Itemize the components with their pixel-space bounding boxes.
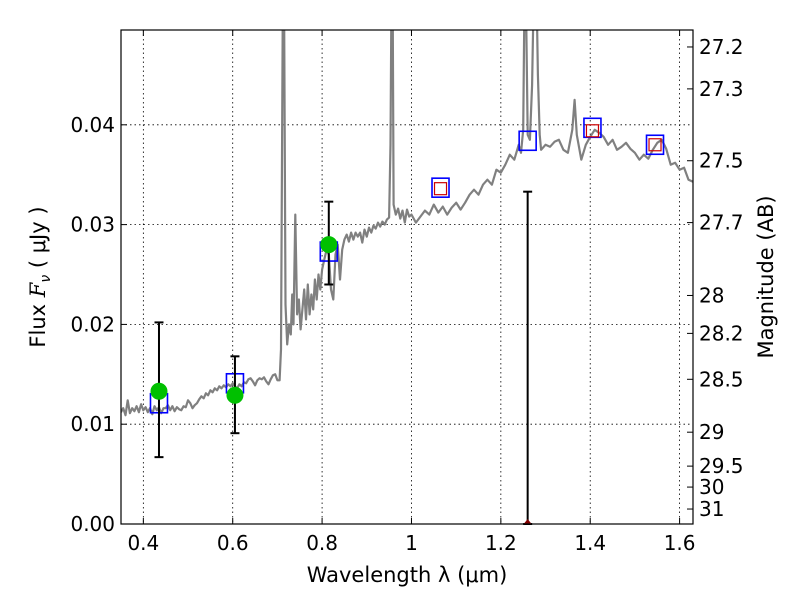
observed-point — [150, 382, 168, 400]
grid-lines — [121, 30, 693, 524]
magnitude-tick-label: 31 — [699, 497, 724, 521]
y-tick-label: 0.02 — [70, 312, 115, 336]
y2-axis-title: Magnitude (AB) — [754, 195, 778, 358]
y-axis-title-suffix: ( μJy ) — [26, 206, 50, 274]
magnitude-tick-label: 28.5 — [699, 367, 744, 391]
y-tick-label: 0.03 — [70, 213, 115, 237]
magnitude-tick-label: 28 — [699, 283, 724, 307]
magnitude-tick-label: 29.5 — [699, 454, 744, 478]
observed-point — [226, 386, 244, 404]
x-tick-label: 1.6 — [664, 531, 696, 555]
sed-line — [121, 30, 693, 417]
axes: 0.4 0.6 0.8 1 1.2 1.4 1.6 0.00 0.01 0.02 0.03 0.04 2… — [70, 30, 744, 555]
observed-square — [433, 182, 448, 196]
observed-square — [648, 138, 662, 152]
error-bars — [150, 124, 662, 525]
magnitude-tick-label: 27.7 — [699, 211, 744, 235]
model-photometry-square — [431, 177, 450, 198]
magnitude-tick-label: 27.5 — [699, 149, 744, 173]
y-tick-label: 0.04 — [70, 113, 115, 137]
magnitude-tick-label: 29 — [699, 420, 724, 444]
x-tick-label: 0.8 — [306, 531, 338, 555]
x-tick-label: 0.4 — [127, 531, 159, 555]
plot-frame — [120, 29, 694, 525]
y-tick-label: 0.01 — [70, 412, 115, 436]
x-tick-label: 1 — [405, 531, 418, 555]
magnitude-tick-label: 30 — [699, 475, 724, 499]
model-photometry-square — [645, 134, 665, 156]
y-axis-title: Flux Fν ( μJy ) — [26, 206, 54, 347]
x-axis-title: Wavelength λ (μm) — [307, 563, 508, 587]
magnitude-tick-label: 27.2 — [699, 35, 744, 59]
y-axis-title-prefix: Flux — [26, 297, 50, 347]
magnitude-tick-label: 28.2 — [699, 321, 744, 345]
observed-square — [585, 124, 600, 138]
magnitude-tick-label: 27.3 — [699, 77, 744, 101]
y-axis-title-subscript: ν — [38, 275, 54, 283]
y-tick-label: 0.00 — [70, 512, 115, 536]
plot-area — [121, 30, 693, 417]
x-tick-label: 0.6 — [217, 531, 249, 555]
x-tick-label: 1.2 — [485, 531, 517, 555]
upper-limit-marker — [523, 519, 532, 524]
observed-point — [320, 236, 338, 254]
x-tick-label: 1.4 — [574, 531, 606, 555]
model-photometry-square — [518, 130, 537, 152]
y-axis-title-symbol: F — [26, 281, 50, 298]
